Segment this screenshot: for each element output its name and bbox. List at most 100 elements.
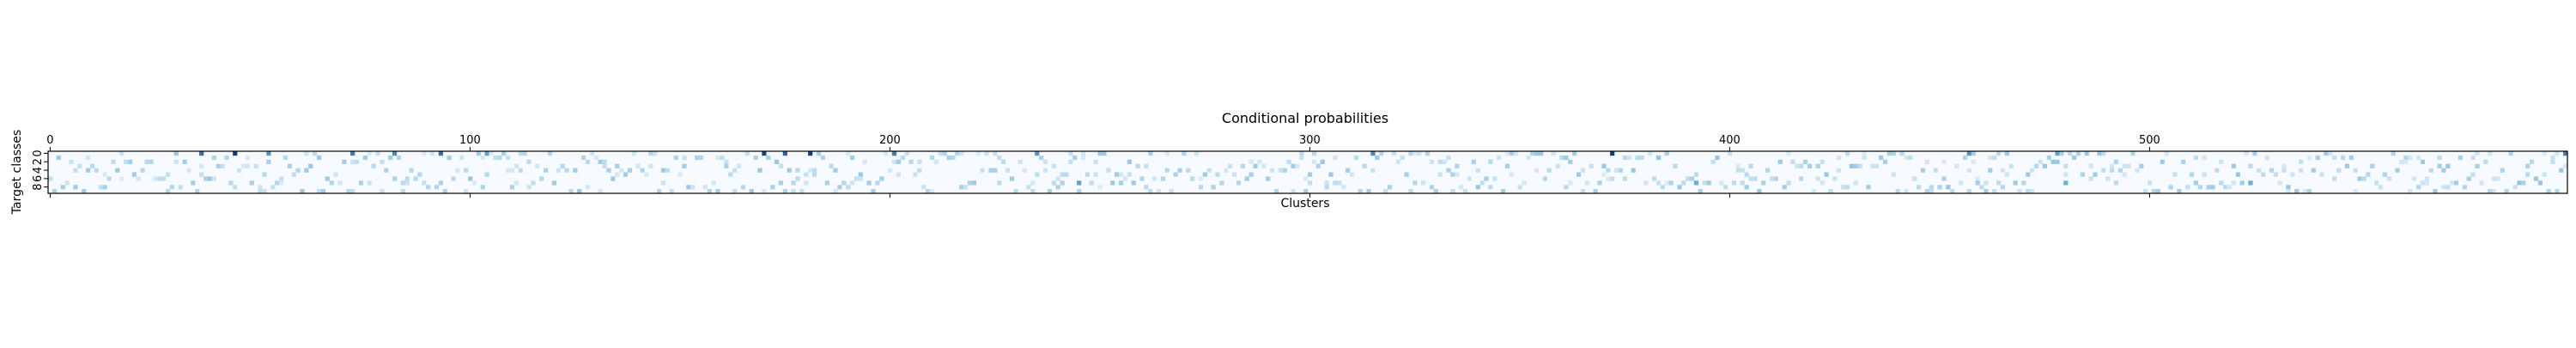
heatmap-cell (1164, 168, 1170, 173)
heatmap-cell (1118, 172, 1124, 177)
heatmap-cell (1005, 168, 1011, 173)
heatmap-cell (1446, 168, 1451, 173)
heatmap-cell (350, 159, 355, 164)
heatmap-cell (337, 180, 343, 186)
heatmap-cell (531, 180, 536, 186)
heatmap-cell (1035, 172, 1040, 177)
heatmap-cell (665, 168, 671, 173)
heatmap-cell (2495, 176, 2501, 181)
heatmap-cell (1668, 180, 1674, 186)
heatmap-cell (362, 155, 368, 161)
heatmap-cell (1437, 159, 1443, 164)
heatmap-cell (1962, 155, 1968, 161)
heatmap-cell (199, 172, 204, 177)
heatmap-cell (283, 155, 289, 161)
heatmap-cell (2227, 185, 2233, 190)
heatmap-cell (1824, 172, 1829, 177)
heatmap-cell (862, 159, 867, 164)
heatmap-cell (518, 168, 523, 173)
heatmap-cell (980, 168, 985, 173)
heatmap-cell (2344, 163, 2350, 168)
heatmap-cell (1446, 155, 1451, 161)
heatmap-cell (1979, 185, 1984, 190)
heatmap-cell (1626, 155, 1631, 161)
heatmap-cell (808, 168, 813, 173)
heatmap-cell (115, 168, 120, 173)
heatmap-cell (707, 189, 712, 194)
heatmap-cell (2281, 163, 2287, 168)
heatmap-cell (2181, 159, 2186, 164)
heatmap-cell (2475, 151, 2480, 156)
heatmap-cell (917, 168, 922, 173)
heatmap-cell (2223, 185, 2228, 190)
heatmap-cell (173, 159, 179, 164)
heatmap-cell (489, 151, 494, 156)
heatmap-cell (220, 163, 225, 168)
chart-title: Conditional probabilities (1222, 110, 1388, 126)
heatmap-cell (2353, 189, 2358, 194)
heatmap-cell (497, 155, 502, 161)
heatmap-cell (2130, 151, 2136, 156)
heatmap-cell (846, 185, 851, 190)
heatmap-cell (2306, 155, 2312, 161)
heatmap-cell (1631, 168, 1636, 173)
heatmap-cell (1404, 172, 1409, 177)
heatmap-cell (2046, 155, 2051, 161)
heatmap-cell (233, 151, 238, 156)
heatmap-cell (98, 185, 103, 190)
heatmap-cell (1946, 185, 1951, 190)
heatmap-cell (1261, 163, 1267, 168)
heatmap-cell (2030, 168, 2035, 173)
heatmap-cell (2017, 189, 2022, 194)
heatmap-cell (258, 189, 263, 194)
heatmap-cell (2257, 168, 2262, 173)
heatmap-cell (1026, 185, 1031, 190)
heatmap-cell (1118, 180, 1124, 186)
heatmap-cell (1862, 151, 1867, 156)
heatmap-cell (404, 180, 410, 186)
heatmap-cell (245, 155, 251, 161)
heatmap-cell (165, 172, 171, 177)
heatmap-cell (778, 163, 784, 168)
heatmap-cell (2281, 168, 2287, 173)
heatmap-cell (1089, 180, 1094, 186)
heatmap-cell (615, 172, 620, 177)
heatmap-cell (1639, 155, 1644, 161)
heatmap-cell (585, 185, 591, 190)
heatmap-cell (585, 159, 591, 164)
heatmap-cell (451, 176, 456, 181)
heatmap-cell (811, 168, 817, 173)
heatmap-cell (1144, 163, 1149, 168)
heatmap-cell (86, 155, 91, 161)
heatmap-cell (2546, 189, 2551, 194)
heatmap-cell (682, 155, 687, 161)
heatmap-cell (2555, 189, 2560, 194)
heatmap-cell (2512, 185, 2518, 190)
heatmap-cell (1182, 151, 1187, 156)
heatmap-cell (1400, 155, 1405, 161)
heatmap-cell (526, 185, 532, 190)
heatmap-cell (1186, 168, 1191, 173)
heatmap-cell (388, 155, 393, 161)
heatmap-cell (1803, 159, 1808, 164)
y-tick-label: 8 (32, 184, 45, 191)
heatmap-cell (653, 151, 658, 156)
heatmap-cell (1522, 180, 1527, 186)
heatmap-cell (358, 180, 364, 186)
heatmap-cell (631, 151, 636, 156)
heatmap-cell (56, 155, 61, 161)
heatmap-cell (2475, 163, 2480, 168)
heatmap-cell (2033, 163, 2039, 168)
heatmap-cell (1769, 176, 1775, 181)
heatmap-cell (753, 155, 758, 161)
x-axis-label: Clusters (1281, 197, 1330, 211)
heatmap-cell (2294, 189, 2300, 194)
heatmap-cell (1988, 155, 1993, 161)
heatmap-cell (1828, 189, 1833, 194)
heatmap-cell (1589, 163, 1594, 168)
heatmap-cell (568, 189, 574, 194)
heatmap-cell (1686, 176, 1691, 181)
heatmap-cell (1311, 151, 1317, 156)
heatmap-cell (216, 163, 221, 168)
heatmap-cell (1177, 168, 1182, 173)
